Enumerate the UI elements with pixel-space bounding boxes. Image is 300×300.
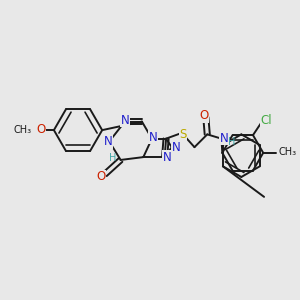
Text: O: O: [37, 123, 46, 136]
Text: N: N: [121, 114, 129, 127]
Text: CH₃: CH₃: [13, 124, 31, 135]
Text: N: N: [103, 135, 112, 148]
Text: N: N: [163, 151, 171, 164]
Text: N: N: [172, 141, 180, 154]
Text: CH₃: CH₃: [278, 147, 296, 157]
Text: S: S: [179, 128, 187, 141]
Text: H: H: [109, 153, 116, 163]
Text: H: H: [228, 137, 235, 147]
Text: O: O: [96, 170, 105, 184]
Text: O: O: [199, 110, 208, 122]
Text: N: N: [149, 131, 158, 144]
Text: N: N: [220, 132, 229, 145]
Text: Cl: Cl: [261, 114, 272, 127]
